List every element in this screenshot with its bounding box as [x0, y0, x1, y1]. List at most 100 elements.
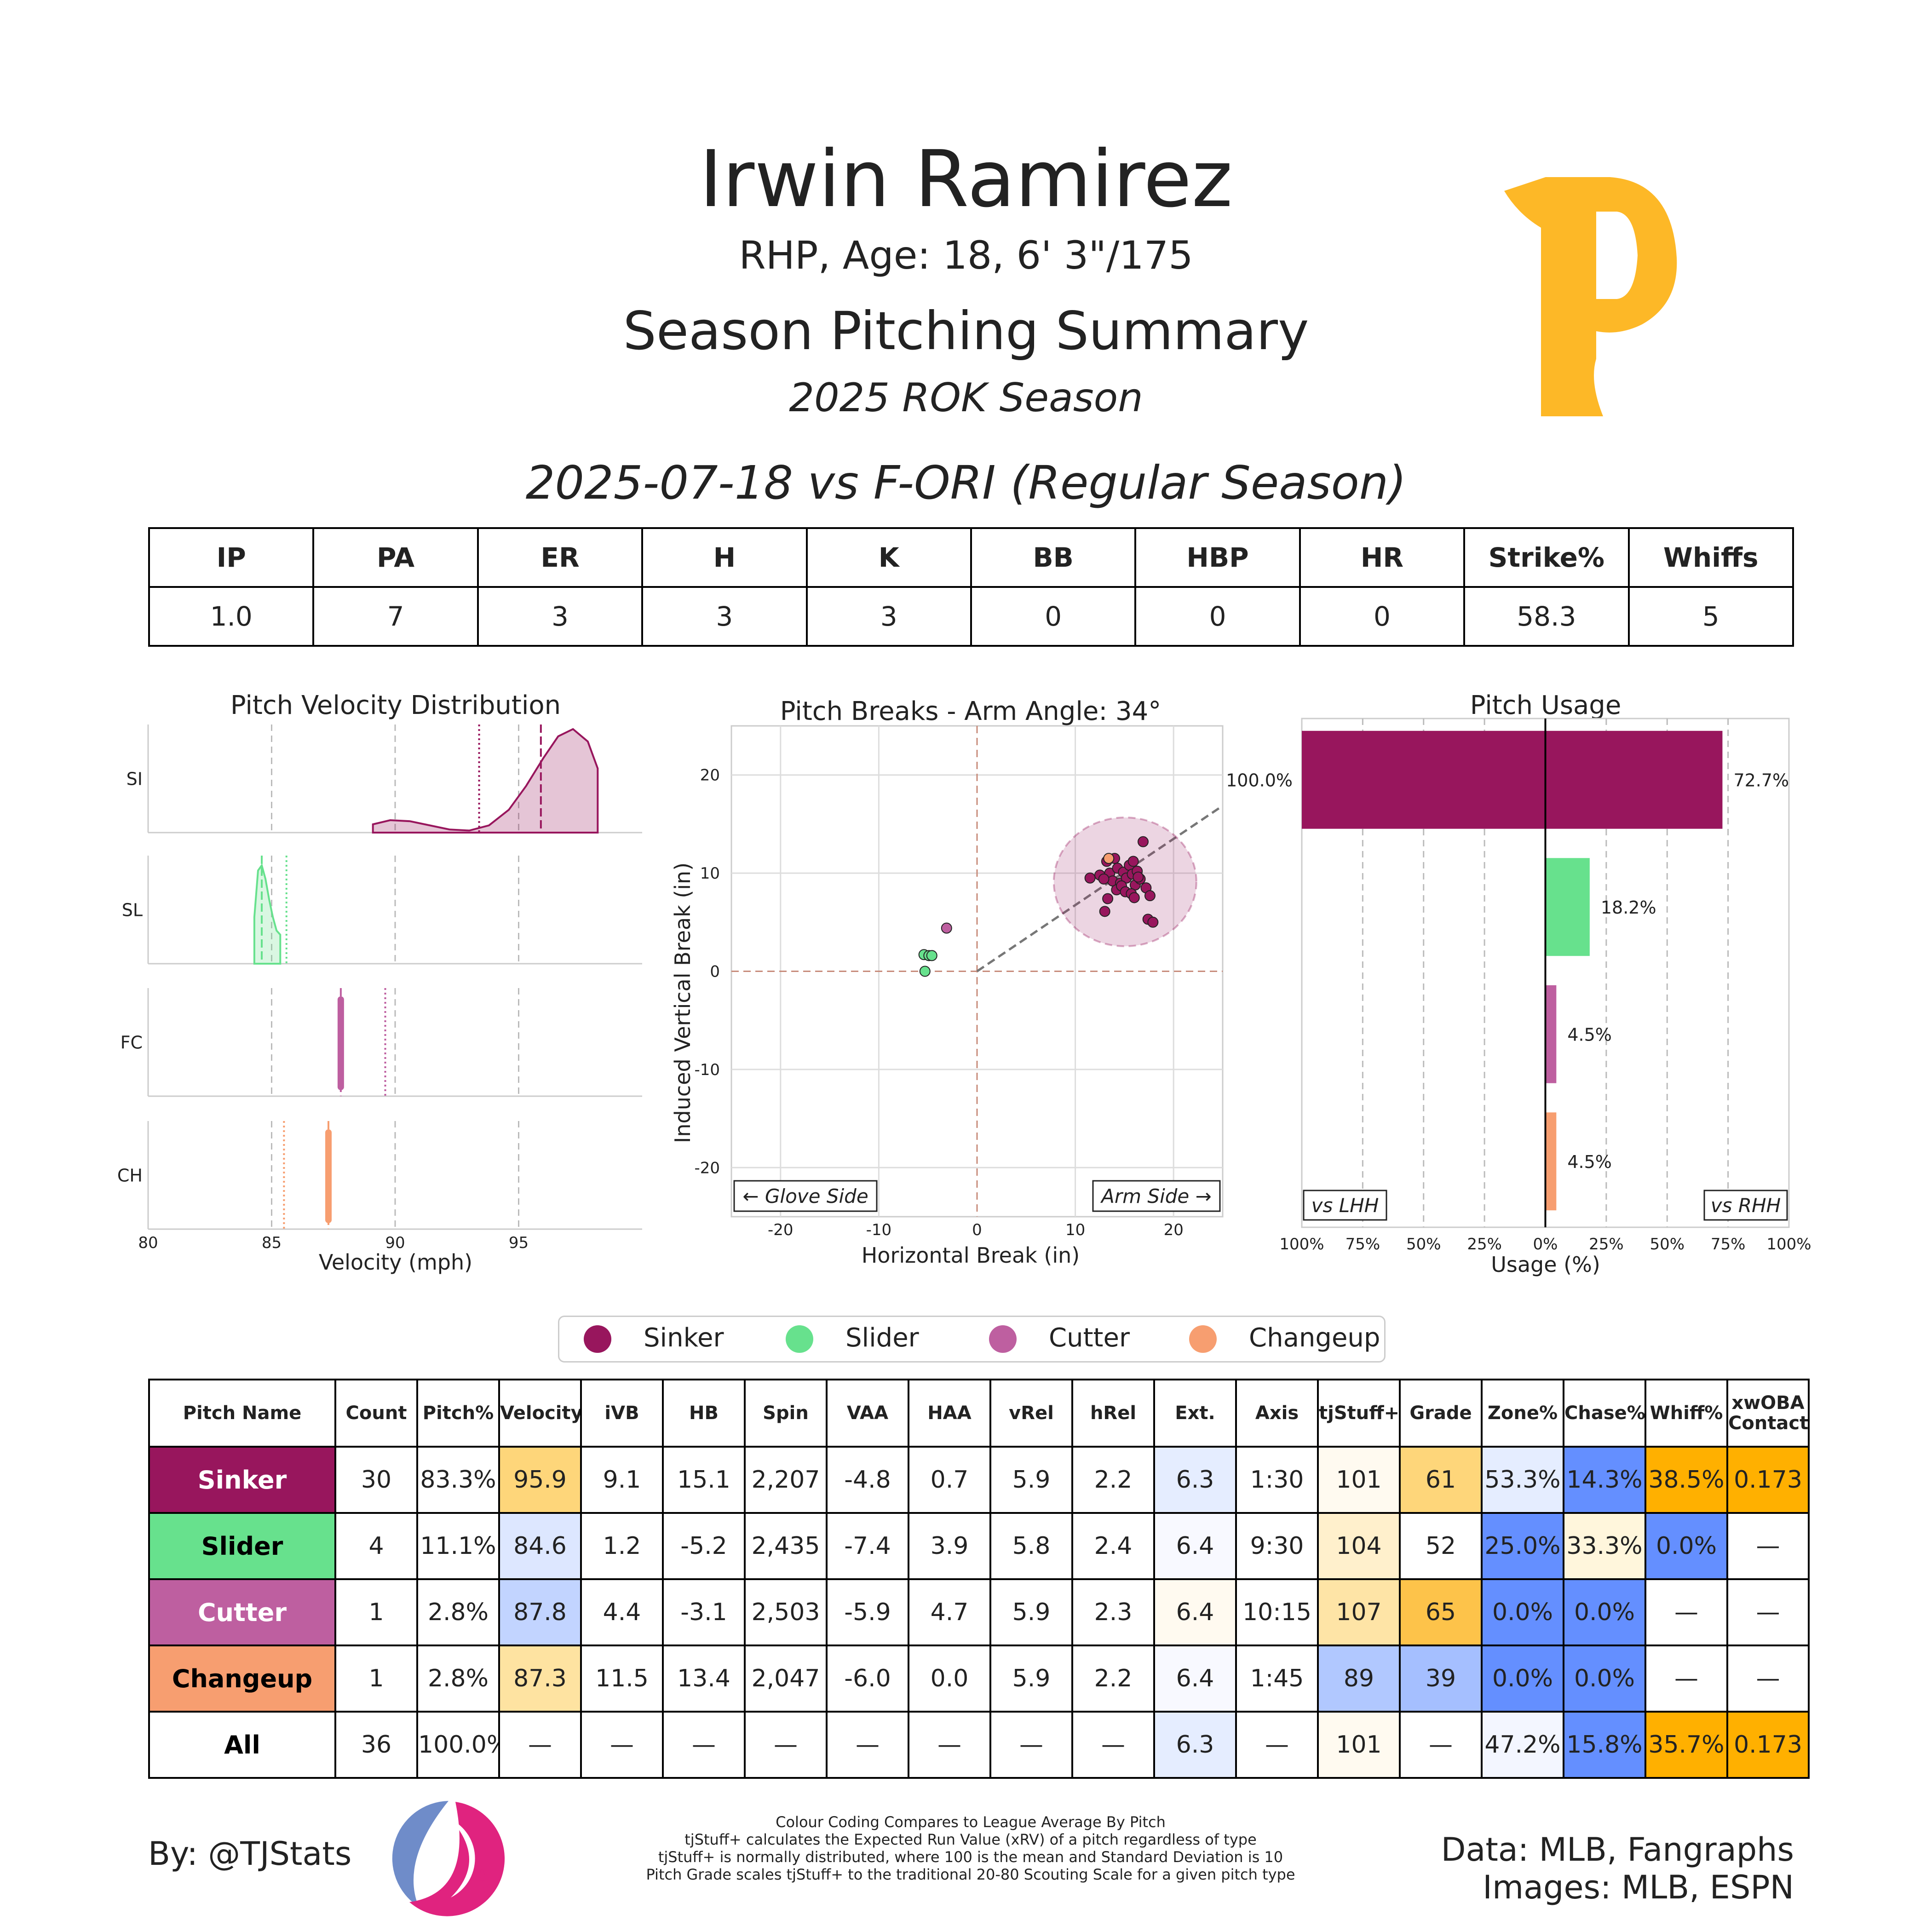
note-line: Colour Coding Compares to League Average…	[776, 1813, 1166, 1831]
metric-cell: —	[580, 1711, 664, 1779]
metric-cell: -5.9	[826, 1578, 909, 1646]
data-source-line: Data: MLB, Fangraphs	[1441, 1831, 1794, 1869]
metric-cell: 4	[334, 1512, 418, 1580]
metric-cell: 9:30	[1235, 1512, 1319, 1580]
metric-cell: 104	[1317, 1512, 1401, 1580]
metric-cell: 0.0%	[1644, 1512, 1728, 1580]
game-label: 2025-07-18 vs F-ORI (Regular Season)	[525, 456, 1407, 510]
legend-marker-changeup	[1189, 1325, 1217, 1353]
pitch-name-cell: Slider	[148, 1512, 336, 1580]
legend-label-changeup: Changeup	[1249, 1323, 1380, 1353]
breaks-y-axis-label: Induced Vertical Break (in)	[670, 862, 695, 1143]
break-point-sinker	[1084, 872, 1096, 884]
pitch-table-header: Whiff%	[1644, 1379, 1728, 1448]
usage-x-tick: 0%	[1533, 1235, 1558, 1254]
metric-cell: 4.4	[580, 1578, 664, 1646]
stat-header-pa: PA	[312, 527, 479, 588]
metric-cell: -5.2	[662, 1512, 746, 1580]
usage-label-rhh: 18.2%	[1601, 897, 1656, 918]
table-row: Slider 4 11.1% 84.6 1.2 -5.2 2,435 -7.4 3.9 5.8 2.…	[148, 1512, 1810, 1580]
metric-cell: 65	[1399, 1578, 1483, 1646]
metric-cell: 101	[1317, 1446, 1401, 1514]
metric-cell: 25.0%	[1481, 1512, 1564, 1580]
pitch-name-cell: Changeup	[148, 1644, 336, 1713]
metric-cell: —	[1644, 1644, 1728, 1713]
table-row: Sinker 30 83.3% 95.9 9.1 15.1 2,207 -4.8 0.7 5.9 2…	[148, 1446, 1810, 1514]
metric-cell: 61	[1399, 1446, 1483, 1514]
velocity-distribution-chart: Pitch Velocity Distribution SI SL FC CH 80 8…	[117, 690, 642, 1275]
metric-cell: —	[826, 1711, 909, 1779]
usage-label-rhh: 4.5%	[1567, 1024, 1612, 1045]
pitch-table-header: Ext.	[1153, 1379, 1237, 1448]
note-line: tjStuff+ calculates the Expected Run Val…	[684, 1831, 1257, 1848]
metric-cell: 1	[334, 1644, 418, 1713]
note-line: tjStuff+ is normally distributed, where …	[658, 1848, 1283, 1866]
pitch-table-header: Pitch%	[416, 1379, 500, 1448]
usage-bar-rhh-sinker	[1545, 730, 1723, 829]
pitch-metrics-table: Pitch Name Count Pitch% Velocity iVB HB Spin VA…	[148, 1379, 1810, 1779]
velocity-x-tick: 80	[138, 1234, 158, 1252]
legend-marker-slider	[786, 1325, 813, 1353]
velocity-density-slider	[253, 863, 282, 965]
breaks-chart-title: Pitch Breaks - Arm Angle: 34°	[780, 696, 1162, 726]
usage-x-tick: 25%	[1467, 1235, 1502, 1254]
breaks-x-axis-label: Horizontal Break (in)	[862, 1243, 1080, 1268]
break-point-sinker	[1133, 871, 1144, 883]
metric-cell: 87.8	[498, 1578, 582, 1646]
stat-value-hr: 0	[1299, 586, 1466, 647]
metric-cell: —	[1644, 1578, 1728, 1646]
pitch-table-header: Count	[334, 1379, 418, 1448]
stat-line-header-row: IP PA ER H K BB HBP HR Strike% Whiffs	[148, 527, 1794, 588]
metric-cell: 0.7	[908, 1446, 991, 1514]
metric-cell: -7.4	[826, 1512, 909, 1580]
metric-cell: 2.2	[1071, 1644, 1155, 1713]
metric-cell: 13.4	[662, 1644, 746, 1713]
stat-header-bb: BB	[970, 527, 1137, 588]
metric-cell: —	[1071, 1711, 1155, 1779]
metric-cell: -4.8	[826, 1446, 909, 1514]
season-label: 2025 ROK Season	[789, 375, 1143, 421]
byline: By: @TJStats	[148, 1835, 352, 1873]
break-point-sinker	[1144, 890, 1156, 902]
metric-cell: 0.173	[1726, 1711, 1810, 1779]
velocity-x-axis-label: Velocity (mph)	[319, 1250, 472, 1275]
usage-x-axis-label: Usage (%)	[1491, 1252, 1600, 1277]
usage-x-tick: 100%	[1279, 1235, 1324, 1254]
metric-cell: 84.6	[498, 1512, 582, 1580]
break-point-sinker	[1128, 892, 1140, 903]
note-line: Pitch Grade scales tjStuff+ to the tradi…	[646, 1866, 1295, 1883]
metric-cell: 0.0%	[1481, 1644, 1564, 1713]
metric-cell: 2.4	[1071, 1512, 1155, 1580]
metric-cell: 5.9	[989, 1446, 1073, 1514]
metric-cell: 5.8	[989, 1512, 1073, 1580]
usage-x-tick: 100%	[1766, 1235, 1811, 1254]
metric-cell: 11.1%	[416, 1512, 500, 1580]
pitch-table-header: hRel	[1071, 1379, 1155, 1448]
usage-x-tick: 75%	[1346, 1235, 1380, 1254]
metric-cell: 87.3	[498, 1644, 582, 1713]
metric-cell: 2,207	[744, 1446, 828, 1514]
breaks-x-tick: 20	[1164, 1221, 1184, 1239]
pitch-table-header: tjStuff+	[1317, 1379, 1401, 1448]
stat-line-table: IP PA ER H K BB HBP HR Strike% Whiffs 1.0 7 3 3 3 0 0 0 5…	[148, 527, 1794, 647]
metric-cell: 6.3	[1153, 1711, 1237, 1779]
images-source-line: Images: MLB, ESPN	[1483, 1869, 1794, 1906]
stat-value-ip: 1.0	[148, 586, 315, 647]
metric-cell: —	[1399, 1711, 1483, 1779]
pitcher-info: RHP, Age: 18, 6' 3"/175	[739, 233, 1193, 278]
usage-label-rhh: 72.7%	[1733, 770, 1789, 790]
breaks-y-tick: 0	[710, 963, 720, 981]
break-point-cutter	[941, 922, 952, 934]
metric-cell: —	[989, 1711, 1073, 1779]
tjstats-logo-icon: STATS	[392, 1801, 505, 1916]
pirates-logo-icon	[1504, 177, 1677, 416]
usage-x-tick: 75%	[1711, 1235, 1746, 1254]
metric-cell: 95.9	[498, 1446, 582, 1514]
metric-cell: 36	[334, 1711, 418, 1779]
metric-cell: 30	[334, 1446, 418, 1514]
metric-cell: 39	[1399, 1644, 1483, 1713]
legend-label-sinker: Sinker	[644, 1323, 724, 1353]
data-source: Data: MLB, Fangraphs Images: MLB, ESPN	[1441, 1831, 1794, 1906]
metric-cell: 1:30	[1235, 1446, 1319, 1514]
velocity-panel-label: FC	[121, 1033, 143, 1053]
